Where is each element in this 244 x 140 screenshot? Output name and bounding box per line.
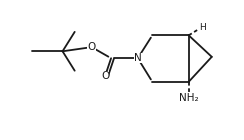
Text: N: N — [134, 53, 142, 63]
Text: O: O — [88, 42, 96, 52]
Text: H: H — [199, 23, 205, 32]
Text: O: O — [101, 71, 109, 81]
Text: NH₂: NH₂ — [179, 93, 199, 103]
